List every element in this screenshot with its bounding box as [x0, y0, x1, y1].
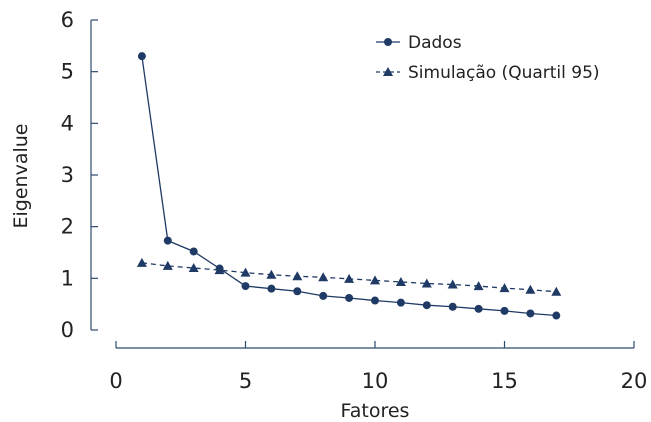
data-point	[293, 287, 302, 296]
data-point	[267, 284, 276, 293]
data-point	[136, 257, 147, 267]
series-layer	[136, 52, 562, 320]
data-point	[318, 272, 329, 282]
x-tick-label: 5	[239, 369, 252, 393]
data-point	[500, 306, 509, 315]
data-point	[162, 260, 173, 270]
data-point	[240, 267, 251, 277]
x-ticks: 0 5 10 15 20	[109, 341, 647, 393]
data-point	[552, 311, 561, 320]
data-point	[292, 271, 303, 281]
y-tick-label: 3	[61, 163, 74, 187]
x-tick-label: 15	[491, 369, 518, 393]
data-point	[163, 236, 172, 245]
y-tick-label: 1	[61, 266, 74, 290]
x-tick-label: 0	[109, 369, 122, 393]
legend-marker	[384, 38, 392, 46]
data-point	[396, 298, 405, 307]
data-point	[344, 273, 355, 283]
data-point	[395, 276, 406, 286]
data-point	[473, 281, 484, 291]
data-point	[499, 283, 510, 293]
legend-item: Dados	[376, 33, 462, 53]
y-axis: 0 1 2 3 4 5 6	[61, 8, 98, 342]
legend-item: Simulação (Quartil 95)	[376, 63, 600, 83]
data-point	[447, 279, 458, 289]
y-axis-title: Eigenvalue	[10, 124, 32, 229]
y-tick-label: 6	[61, 8, 74, 32]
y-tick-label: 0	[61, 318, 74, 342]
data-point	[474, 304, 483, 313]
x-axis-title: Fatores	[341, 400, 410, 422]
data-point	[551, 286, 562, 296]
y-ticks: 0 1 2 3 4 5 6	[61, 8, 98, 342]
data-point	[189, 247, 198, 256]
x-axis: 0 5 10 15 20	[109, 341, 647, 393]
data-point	[370, 275, 380, 285]
x-tick-label: 10	[362, 369, 389, 393]
series-dados	[137, 52, 561, 320]
data-point	[371, 296, 379, 305]
y-tick-label: 4	[61, 111, 74, 135]
data-point	[421, 278, 432, 288]
data-point	[266, 269, 277, 279]
y-tick-label: 5	[61, 60, 74, 84]
data-point	[525, 284, 536, 294]
legend-marker	[383, 67, 393, 76]
data-point	[214, 265, 225, 275]
data-point	[241, 282, 250, 291]
legend-label: Simulação (Quartil 95)	[408, 63, 600, 83]
series-simulacao	[136, 257, 562, 296]
data-point	[319, 291, 328, 300]
data-point	[448, 302, 457, 311]
legend-label: Dados	[408, 33, 462, 53]
data-point	[422, 301, 431, 310]
y-tick-label: 2	[61, 215, 74, 239]
legend: Dados Simulação (Quartil 95)	[376, 33, 600, 83]
data-point	[188, 263, 199, 272]
data-point	[137, 52, 146, 61]
data-point	[526, 309, 535, 318]
data-point	[345, 293, 354, 302]
x-tick-label: 20	[621, 369, 648, 393]
